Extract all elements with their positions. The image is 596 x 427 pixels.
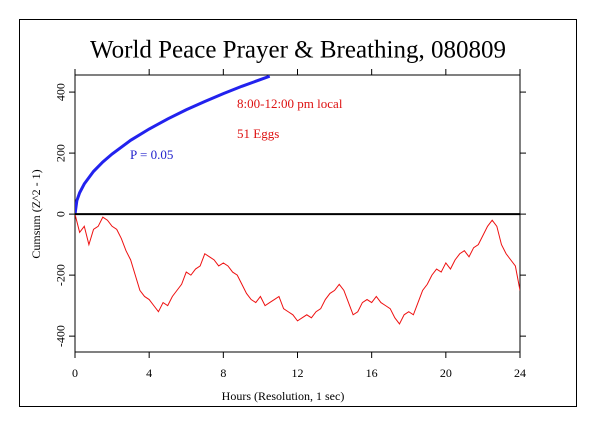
x-axis-label: Hours (Resolution, 1 sec) bbox=[222, 389, 345, 403]
y-tick-label: -200 bbox=[54, 264, 68, 286]
x-tick-label: 12 bbox=[292, 366, 304, 380]
y-tick-label: 0 bbox=[54, 211, 68, 217]
y-axis-label: Cumsum (Z^2 - 1) bbox=[29, 169, 43, 258]
x-tick-label: 8 bbox=[220, 366, 226, 380]
y-tick-label: 400 bbox=[54, 83, 68, 101]
x-tick-label: 0 bbox=[72, 366, 78, 380]
x-tick-label: 4 bbox=[146, 366, 152, 380]
frame bbox=[19, 19, 577, 407]
plot-content bbox=[75, 75, 520, 325]
data-line bbox=[75, 75, 271, 215]
x-tick-label: 24 bbox=[514, 366, 526, 380]
x-tick-label: 20 bbox=[440, 366, 452, 380]
chart-title: World Peace Prayer & Breathing, 080809 bbox=[90, 37, 506, 64]
x-tick-label: 16 bbox=[366, 366, 378, 380]
annotation: 51 Eggs bbox=[237, 126, 279, 141]
annotation: P = 0.05 bbox=[130, 147, 173, 162]
data-line bbox=[75, 213, 520, 325]
y-tick-label: 200 bbox=[54, 144, 68, 162]
y-tick-label: -400 bbox=[54, 325, 68, 347]
annotation: 8:00-12:00 pm local bbox=[237, 96, 343, 111]
